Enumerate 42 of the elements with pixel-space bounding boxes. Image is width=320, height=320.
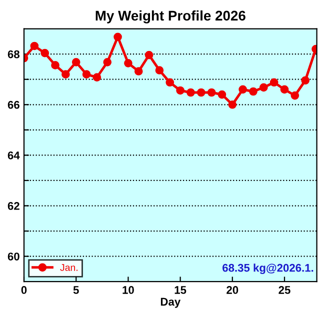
x-tick-label: 25 <box>278 286 290 294</box>
legend-label: Jan. <box>60 264 78 271</box>
y-tick-label: 60 <box>8 252 20 260</box>
y-tick-label: 62 <box>8 202 20 210</box>
point <box>228 100 237 109</box>
annotation: 68.35 kg@2026.1. <box>222 264 314 274</box>
point <box>176 86 184 95</box>
point <box>62 70 70 78</box>
point <box>103 58 112 66</box>
chart-title: My Weight Profile 2026 <box>96 10 246 24</box>
point <box>270 78 278 87</box>
point <box>114 32 122 42</box>
point <box>280 85 289 94</box>
point <box>207 88 216 97</box>
x-tick-label: 20 <box>226 286 238 294</box>
point <box>124 59 132 68</box>
y-tick-label: 64 <box>8 151 20 160</box>
x-tick-label: 5 <box>73 286 79 294</box>
y-tick-label: 66 <box>8 100 20 109</box>
point <box>196 88 206 97</box>
point <box>92 73 102 82</box>
point <box>259 83 268 92</box>
point <box>30 42 39 50</box>
point <box>72 58 80 66</box>
point <box>290 91 300 100</box>
point <box>51 61 60 70</box>
point <box>186 88 195 97</box>
point <box>155 66 164 74</box>
x-tick-label: 10 <box>122 286 134 294</box>
point <box>134 67 143 76</box>
x-tick-label: 15 <box>174 286 186 294</box>
x-axis-title: Day <box>160 298 181 308</box>
point <box>238 85 247 94</box>
point <box>166 78 174 87</box>
point <box>82 70 91 78</box>
y-tick-label: 68 <box>8 50 20 58</box>
point <box>249 87 258 96</box>
point <box>218 90 226 99</box>
point <box>144 50 154 60</box>
x-tick-label: 0 <box>21 286 27 294</box>
point <box>40 48 50 58</box>
point <box>301 76 310 85</box>
